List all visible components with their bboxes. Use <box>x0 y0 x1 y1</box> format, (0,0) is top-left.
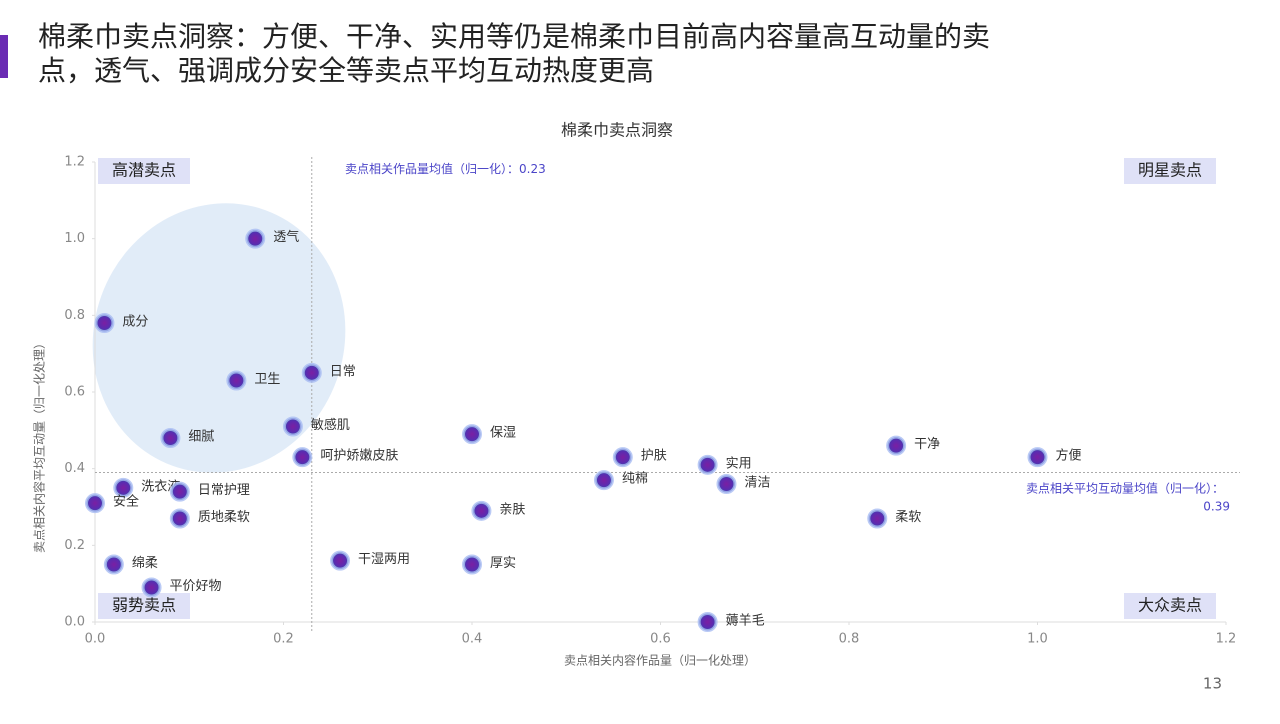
point-label: 实用 <box>726 456 752 471</box>
x-tick-label: 0.8 <box>839 632 860 647</box>
data-point <box>113 477 134 498</box>
quadrant-label: 弱势卖点 <box>112 596 176 615</box>
point-label: 干净 <box>914 437 940 452</box>
point-label: 细腻 <box>188 430 214 445</box>
point-label: 日常 <box>330 364 356 379</box>
point-label: 薅羊毛 <box>726 613 765 629</box>
point-label: 绵柔 <box>132 556 158 571</box>
x-tick-label: 0.4 <box>462 632 483 647</box>
data-point <box>292 447 313 468</box>
y-tick-label: 0.6 <box>64 385 85 400</box>
y-tick-label: 0.0 <box>64 615 85 630</box>
point-label: 敏感肌 <box>311 417 350 433</box>
x-tick-label: 0.0 <box>85 632 106 647</box>
y-tick-label: 0.8 <box>64 308 85 323</box>
data-point <box>103 554 124 575</box>
data-point <box>85 493 105 514</box>
y-reference-value: 0.39 <box>1203 500 1230 514</box>
chart-title: 棉柔巾卖点洞察 <box>561 121 673 140</box>
data-point <box>1027 447 1048 468</box>
page-number: 13 <box>1203 675 1222 693</box>
x-tick-label: 0.2 <box>273 632 294 647</box>
data-point <box>471 500 492 521</box>
slide-title: 点，透气、强调成分安全等卖点平均互动热度更高 <box>38 54 654 87</box>
title-accent <box>0 35 8 78</box>
x-tick-label: 0.6 <box>650 632 671 647</box>
point-label: 方便 <box>1056 448 1082 464</box>
reference-value: 0.23 <box>519 162 546 176</box>
quadrant-badge <box>98 593 190 619</box>
point-label: 呵护娇嫩皮肤 <box>320 449 398 464</box>
data-point <box>282 416 303 437</box>
data-point <box>716 474 737 494</box>
point-label: 透气 <box>273 229 299 245</box>
data-point <box>169 508 190 529</box>
y-axis-title: 卖点相关内容平均互动量（归一化处理） <box>32 337 47 553</box>
x-tick-label: 1.2 <box>1216 632 1237 647</box>
slide-title: 棉柔巾卖点洞察：方便、干净、实用等仍是棉柔巾目前高内容量高互动量的卖 <box>38 20 990 53</box>
quadrant-label: 明星卖点 <box>1138 161 1202 180</box>
point-label: 质地柔软 <box>198 510 250 525</box>
quadrant-badge <box>1124 158 1216 184</box>
y-tick-label: 0.4 <box>64 461 85 476</box>
y-tick-label: 1.0 <box>64 231 85 246</box>
quadrant-label: 高潜卖点 <box>112 161 176 180</box>
reference-text: 卖点相关作品量均值（归一化）： <box>345 161 519 176</box>
data-point <box>169 481 190 502</box>
data-point <box>141 577 162 598</box>
data-point <box>612 447 633 468</box>
y-tick-label: 0.2 <box>64 538 85 553</box>
data-point <box>226 370 247 391</box>
point-label: 卫生 <box>254 372 280 387</box>
data-point <box>94 313 115 333</box>
data-point <box>867 508 888 529</box>
data-point <box>886 435 907 456</box>
data-point <box>301 362 322 383</box>
x-axis-title: 卖点相关内容作品量（归一化处理） <box>564 653 756 668</box>
x-tick-label: 1.0 <box>1027 632 1048 647</box>
data-point <box>697 612 718 632</box>
point-label: 平价好物 <box>170 579 222 594</box>
y-reference-label: 卖点相关平均互动量均值（归一化）： <box>1026 481 1224 496</box>
data-point <box>330 550 351 571</box>
point-label: 护肤 <box>641 449 667 464</box>
x-reference-label: 卖点相关作品量均值（归一化）：0.23 <box>345 161 546 176</box>
data-point <box>160 428 181 448</box>
point-label: 清洁 <box>744 476 770 491</box>
point-label: 柔软 <box>895 510 921 525</box>
point-label: 成分 <box>122 315 148 330</box>
quadrant-label: 大众卖点 <box>1138 596 1202 615</box>
point-label: 干湿两用 <box>358 552 410 567</box>
data-point <box>462 554 482 575</box>
data-point <box>462 424 482 445</box>
point-label: 安全 <box>113 494 139 510</box>
point-label: 亲肤 <box>499 502 525 517</box>
point-label: 厚实 <box>490 556 516 571</box>
point-label: 保湿 <box>490 426 516 441</box>
point-label: 日常护理 <box>198 483 250 498</box>
quadrant-badge <box>1124 593 1216 619</box>
y-tick-label: 1.2 <box>64 155 85 170</box>
highlight-ellipse <box>92 203 346 473</box>
point-label: 纯棉 <box>622 472 648 487</box>
quadrant-badge <box>98 158 190 184</box>
data-point <box>697 454 718 475</box>
data-point <box>593 470 614 491</box>
data-point <box>245 228 266 249</box>
